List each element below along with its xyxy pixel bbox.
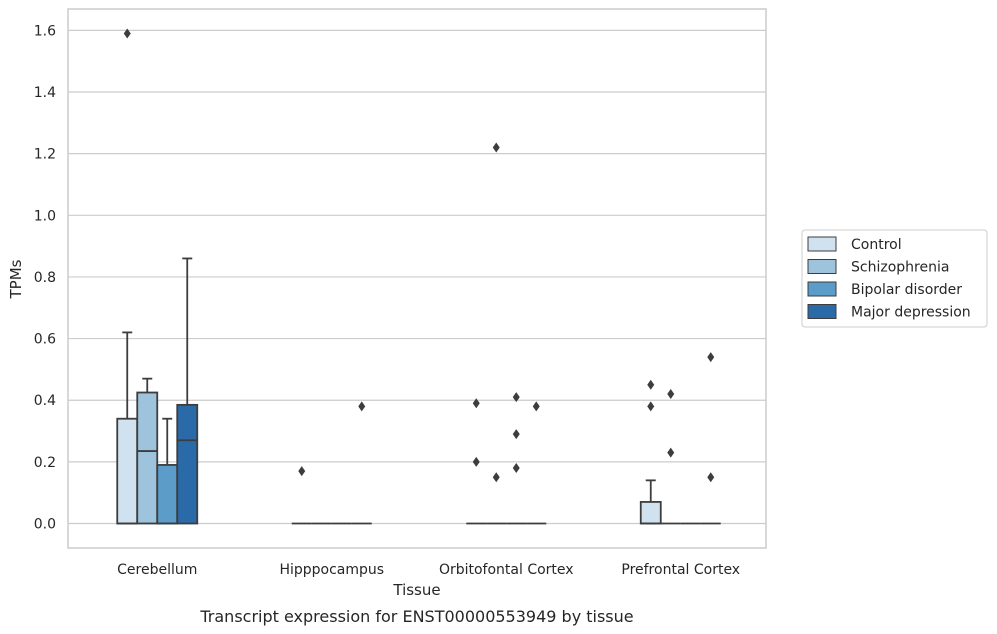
x-tick-label: Orbitofontal Cortex [439, 562, 574, 578]
x-tick-labels: Cerebellum Hipppocampus Orbitofontal Corte… [117, 562, 740, 578]
outlier-point [472, 398, 480, 409]
outlier-point [707, 472, 715, 483]
legend: Control Schizophrenia Bipolar disorder Majo… [801, 229, 988, 328]
box-iqr [639, 501, 662, 525]
outlier-point [512, 463, 520, 474]
box-iqr [156, 464, 179, 525]
y-tick-label: 1.0 [34, 208, 56, 224]
x-axis-label: Tissue [392, 581, 440, 599]
legend-label: Bipolar disorder [851, 282, 962, 298]
legend-swatch [807, 236, 837, 252]
legend-swatch [807, 259, 837, 274]
box-3-3 [700, 352, 721, 525]
box-3-1 [351, 401, 372, 525]
y-tick-labels: 0.0 0.2 0.4 0.6 0.8 1.0 1.2 1.4 1.6 [34, 23, 56, 532]
outlier-point [358, 401, 366, 412]
gridlines [68, 29, 766, 525]
outlier-point [492, 472, 500, 483]
outlier-point [647, 379, 655, 390]
y-tick-label: 0.8 [34, 270, 56, 286]
box-iqr [176, 403, 199, 525]
legend-swatch [807, 304, 837, 319]
y-tick-label: 1.2 [34, 147, 56, 163]
legend-label: Control [851, 237, 902, 253]
outlier-point [532, 401, 540, 412]
box-iqr [116, 417, 139, 525]
outlier-point [512, 429, 520, 440]
y-tick-label: 0.2 [34, 455, 56, 471]
box-3-2 [526, 401, 547, 525]
chart-caption: Transcript expression for ENST0000055394… [199, 607, 633, 626]
box-2-0 [156, 417, 179, 525]
x-tick-label: Cerebellum [117, 562, 197, 578]
legend-label: Schizophrenia [851, 260, 949, 276]
boxes [116, 28, 721, 525]
box-0-0 [116, 28, 139, 525]
legend-swatch [807, 281, 837, 297]
box-2-2 [506, 392, 527, 525]
legend-label: Major depression [851, 305, 971, 321]
outlier-point [472, 456, 480, 467]
outlier-point [667, 447, 675, 458]
legend-frame [801, 229, 988, 328]
y-axis-label: TPMs [7, 259, 25, 299]
box-3-0 [176, 257, 199, 525]
plot-frame [67, 8, 767, 549]
box-0-1 [291, 466, 312, 525]
y-tick-label: 0.0 [34, 517, 56, 533]
x-tick-label: Hipppocampus [279, 562, 384, 578]
x-tick-label: Prefrontal Cortex [621, 562, 740, 578]
box-1-3 [660, 389, 681, 525]
y-tick-label: 1.6 [34, 23, 56, 39]
box-0-2 [466, 398, 487, 525]
box-iqr [136, 391, 159, 525]
box-1-2 [486, 142, 507, 525]
outlier-point [512, 392, 520, 403]
y-tick-label: 1.4 [34, 85, 56, 101]
outlier-point [647, 401, 655, 412]
box-0-3 [639, 379, 662, 525]
box-1-0 [136, 377, 159, 525]
outlier-point [707, 352, 715, 363]
outlier-point [492, 142, 500, 153]
outlier-point [667, 389, 675, 400]
y-tick-label: 0.6 [34, 332, 56, 348]
outlier-point [123, 28, 131, 39]
outlier-point [298, 466, 306, 477]
y-tick-label: 0.4 [34, 393, 56, 409]
